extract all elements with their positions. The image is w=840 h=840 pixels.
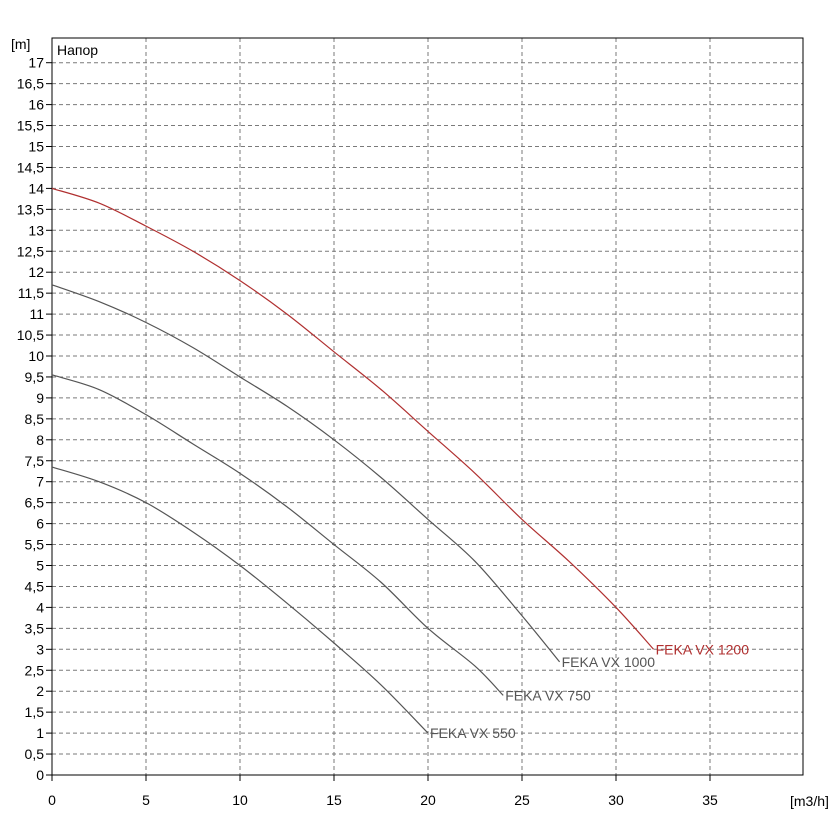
y-tick-label: 0,5	[25, 746, 45, 762]
x-tick-label: 30	[608, 792, 624, 808]
x-tick-label: 35	[702, 792, 718, 808]
grid	[52, 38, 804, 775]
y-tick-label: 16	[28, 97, 44, 113]
series-line	[51, 284, 561, 663]
y-axis-unit-label: [m]	[11, 36, 30, 52]
y-tick-label: 8	[36, 432, 44, 448]
y-tick-label: 9	[36, 390, 44, 406]
series-label: FEKA VX 1000	[562, 654, 656, 670]
y-tick-label: 11,5	[18, 285, 44, 301]
axis-ticks: 0 5 10 15 20 25 30 3500,511,522,533,544,555,566…	[17, 55, 718, 808]
x-tick-label: 0	[48, 792, 56, 808]
x-tick-label: 25	[514, 792, 530, 808]
y-tick-label: 9,5	[25, 369, 45, 385]
plot-frame	[51, 37, 804, 776]
y-tick-label: 17	[28, 55, 44, 71]
y-tick-label: 5	[36, 558, 44, 574]
y-tick-label: 4,5	[25, 578, 45, 594]
y-tick-label: 1,5	[25, 704, 45, 720]
x-tick-label: 5	[142, 792, 150, 808]
y-tick-label: 4	[36, 599, 44, 615]
series-label: FEKA VX 550	[430, 725, 516, 741]
series-label: FEKA VX 1200	[656, 641, 750, 657]
y-tick-label: 14	[28, 180, 44, 196]
x-tick-label: 15	[326, 792, 342, 808]
y-tick-label: 2,5	[25, 662, 45, 678]
y-tick-label: 8,5	[25, 411, 45, 427]
y-tick-label: 5,5	[25, 537, 45, 553]
y-tick-label: 10	[28, 348, 44, 364]
y-tick-label: 12	[28, 264, 44, 280]
series-label: FEKA VX 750	[505, 687, 591, 703]
y-tick-label: 0	[36, 767, 44, 783]
series-line	[51, 374, 504, 696]
y-tick-label: 7	[36, 474, 44, 490]
y-tick-label: 16,5	[17, 76, 44, 92]
x-tick-label: 10	[232, 792, 248, 808]
y-tick-label: 15	[28, 139, 44, 155]
y-tick-label: 6,5	[25, 495, 45, 511]
y-tick-label: 13,5	[17, 201, 44, 217]
y-tick-label: 1	[36, 725, 44, 741]
series-line	[51, 187, 655, 650]
y-tick-label: 7,5	[25, 453, 45, 469]
y-tick-label: 2	[36, 683, 44, 699]
x-axis-unit-label: [m3/h]	[790, 793, 829, 809]
y-tick-label: 10,5	[17, 327, 44, 343]
y-tick-label: 13	[28, 222, 44, 238]
x-tick-label: 20	[420, 792, 436, 808]
y-tick-label: 14,5	[17, 159, 44, 175]
chart-title: Напор	[57, 42, 98, 58]
y-tick-label: 12,5	[17, 243, 44, 259]
y-tick-label: 3	[36, 641, 44, 657]
y-tick-label: 15,5	[17, 118, 44, 134]
y-tick-label: 11	[29, 306, 44, 322]
series-lines	[51, 187, 655, 734]
y-tick-label: 3,5	[25, 620, 45, 636]
series-line	[51, 466, 429, 734]
y-tick-label: 6	[36, 516, 44, 532]
